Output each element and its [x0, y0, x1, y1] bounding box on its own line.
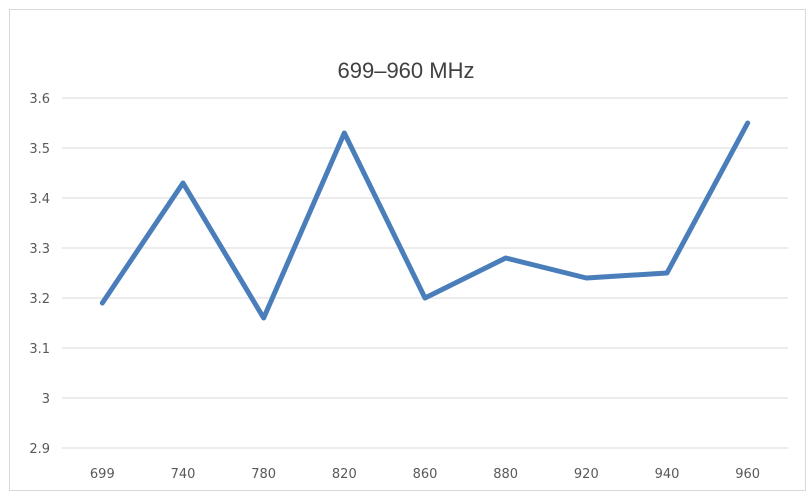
y-tick-label: 3.4: [29, 192, 50, 207]
y-tick-label: 2.9: [29, 442, 50, 457]
y-tick-label: 3.2: [29, 292, 50, 307]
x-tick-label: 920: [574, 467, 599, 482]
x-tick-label: 740: [171, 467, 196, 482]
gridlines: [62, 97, 788, 449]
x-tick-label: 780: [251, 467, 276, 482]
x-tick-label: 860: [413, 467, 438, 482]
y-tick-label: 3: [42, 392, 50, 407]
series-line-0: [99, 120, 751, 321]
y-tick-label: 3.6: [29, 92, 50, 107]
series-lines: [99, 120, 751, 321]
x-tick-label: 960: [735, 467, 760, 482]
x-axis-tick-labels: 699 740 780 820 860 880 920 940 960: [90, 467, 760, 482]
y-tick-label: 3.5: [29, 142, 50, 157]
chart-title: 699–960 MHz: [337, 58, 475, 83]
chart-frame: [9, 9, 806, 491]
y-tick-label: 3.3: [29, 242, 50, 257]
y-axis-tick-labels: 2.9 3 3.1 3.2 3.3 3.4 3.5 3.6: [29, 92, 50, 457]
x-tick-label: 699: [90, 467, 115, 482]
x-tick-label: 820: [332, 467, 357, 482]
x-tick-label: 880: [493, 467, 518, 482]
x-tick-label: 940: [655, 467, 680, 482]
y-tick-label: 3.1: [29, 342, 50, 357]
